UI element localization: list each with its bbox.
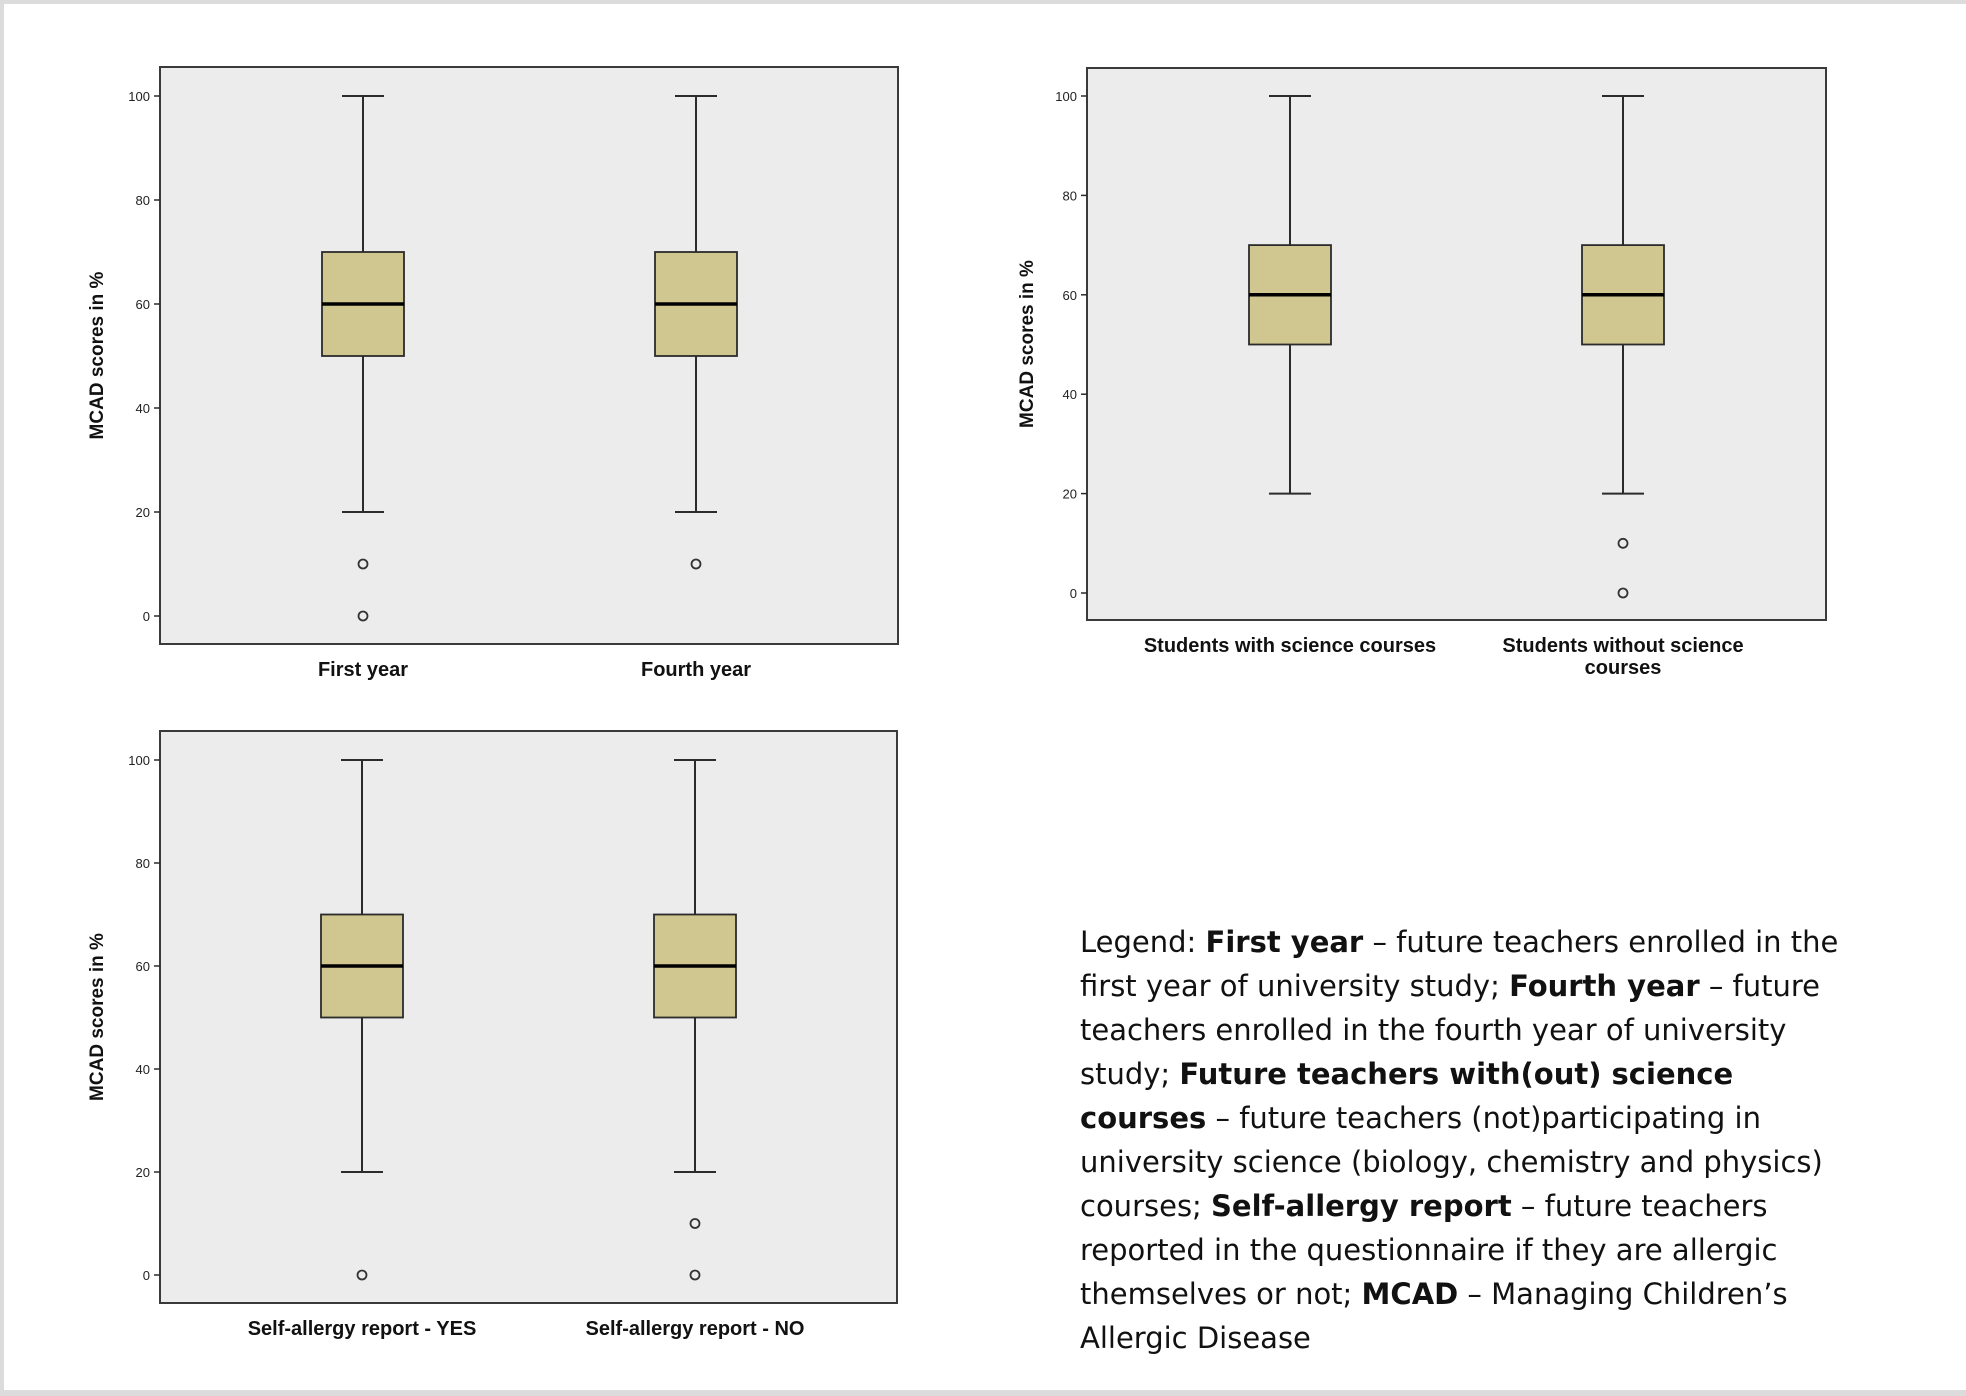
y-tick-label: 80 — [136, 193, 150, 208]
y-axis-title: MCAD scores in % — [87, 271, 108, 439]
y-axis-title: MCAD scores in % — [1017, 260, 1038, 428]
legend-part: – future teachers (not)participating in … — [1080, 1101, 1823, 1223]
page-border-bottom — [0, 1390, 1966, 1396]
category-label: Self-allergy report - YES — [248, 1318, 477, 1340]
category-label: Fourth year — [641, 659, 751, 681]
category-label: Self-allergy report - NO — [586, 1318, 805, 1340]
y-tick-label: 0 — [143, 1268, 150, 1283]
outlier-point — [357, 610, 369, 622]
legend-term-first-year: First year — [1205, 925, 1364, 959]
page-border-left — [0, 0, 4, 1396]
outlier-point — [1617, 537, 1629, 549]
legend-term-mcad: MCAD — [1361, 1277, 1459, 1311]
outlier-point — [689, 1269, 701, 1281]
legend-term-fourth-year: Fourth year — [1509, 969, 1700, 1003]
legend-part: – future teachers enrolled in the fourth… — [1080, 969, 1821, 1091]
y-tick-label: 0 — [1070, 586, 1077, 601]
y-tick-label: 100 — [128, 753, 150, 768]
outlier-point — [356, 1269, 368, 1281]
plot-area — [159, 66, 899, 645]
legend-part: Legend: — [1080, 925, 1206, 959]
legend-term-self-allergy: Self-allergy report — [1211, 1189, 1512, 1223]
y-tick-label: 60 — [136, 959, 150, 974]
y-tick-label: 80 — [136, 856, 150, 871]
y-tick-label: 20 — [136, 505, 150, 520]
plot-area — [159, 730, 898, 1304]
category-label: Students with science courses — [1144, 635, 1436, 657]
y-axis-title: MCAD scores in % — [87, 933, 108, 1101]
category-label: Students without science — [1502, 635, 1743, 657]
y-tick-label: 40 — [136, 401, 150, 416]
category-label: courses — [1585, 657, 1662, 679]
outlier-point — [690, 558, 702, 570]
category-label: First year — [318, 659, 408, 681]
legend-part: – future teachers enrolled in the first … — [1080, 925, 1839, 1003]
y-tick-label: 20 — [136, 1165, 150, 1180]
y-tick-label: 20 — [1063, 487, 1077, 502]
legend-part: – future teachers reported in the questi… — [1080, 1189, 1778, 1311]
plot-area — [1086, 67, 1827, 621]
outlier-point — [1617, 587, 1629, 599]
y-tick-label: 40 — [136, 1062, 150, 1077]
outlier-point — [357, 558, 369, 570]
y-tick-label: 80 — [1063, 188, 1077, 203]
y-tick-label: 60 — [136, 297, 150, 312]
legend-text: Legend: First year – future teachers enr… — [1080, 920, 1860, 1360]
y-tick-label: 100 — [1055, 89, 1077, 104]
y-tick-label: 100 — [128, 89, 150, 104]
y-tick-label: 40 — [1063, 387, 1077, 402]
y-tick-label: 60 — [1063, 288, 1077, 303]
y-tick-label: 0 — [143, 609, 150, 624]
legend-term-science-courses: Future teachers with(out) science course… — [1080, 1057, 1734, 1135]
outlier-point — [689, 1218, 701, 1229]
legend-part: – Managing Children’s Allergic Disease — [1080, 1277, 1788, 1355]
page-border-top — [0, 0, 1966, 4]
